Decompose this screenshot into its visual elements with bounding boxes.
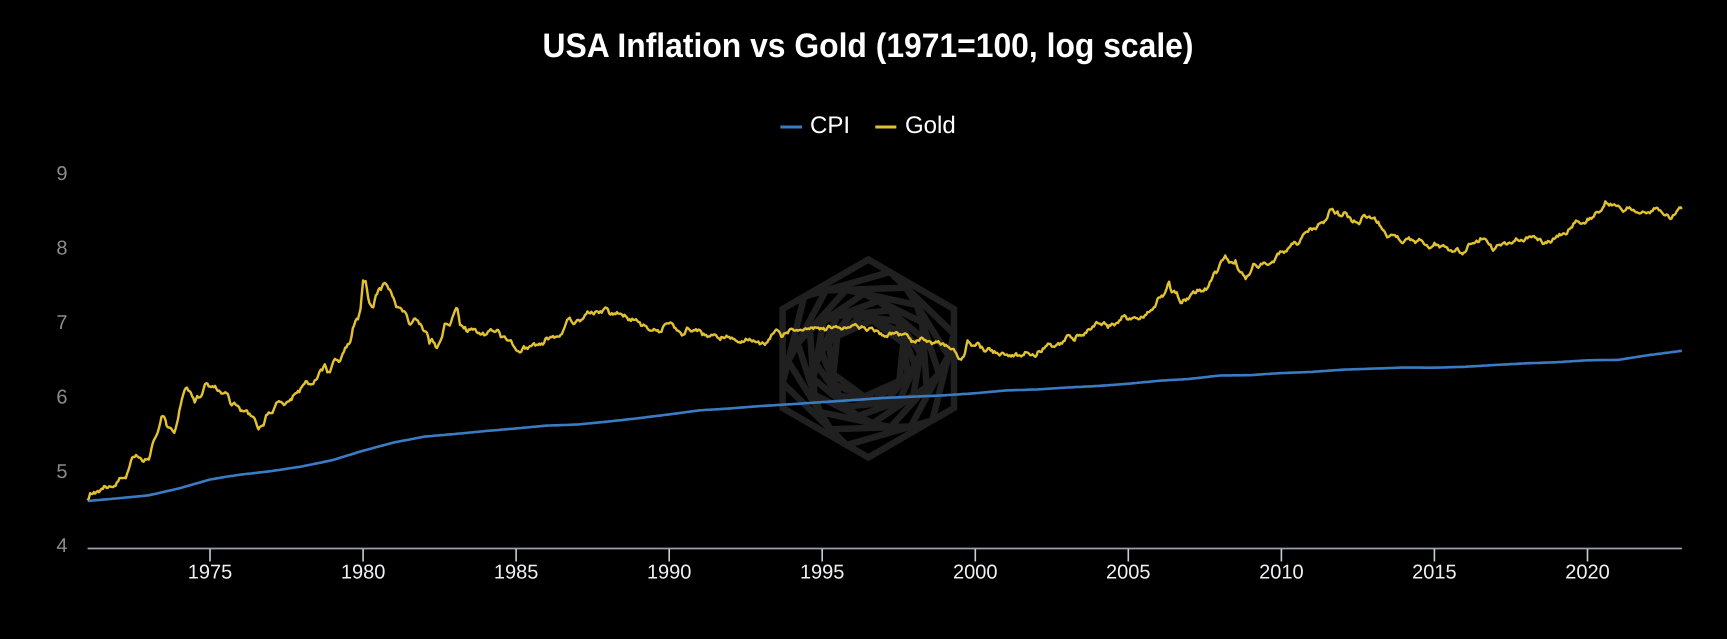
svg-text:CPI: CPI [810, 112, 850, 139]
svg-text:2020: 2020 [1565, 562, 1610, 584]
svg-text:1985: 1985 [494, 562, 539, 584]
svg-text:2000: 2000 [953, 562, 998, 584]
svg-text:Gold: Gold [905, 112, 956, 139]
svg-text:2005: 2005 [1106, 562, 1151, 584]
svg-text:5: 5 [56, 461, 67, 483]
svg-text:7: 7 [56, 312, 67, 334]
svg-text:9: 9 [56, 163, 67, 185]
svg-text:1975: 1975 [188, 562, 233, 584]
svg-text:4: 4 [56, 535, 67, 557]
svg-text:USA Inflation vs Gold (1971=10: USA Inflation vs Gold (1971=100, log sca… [543, 27, 1194, 65]
svg-text:1980: 1980 [341, 562, 386, 584]
svg-text:8: 8 [56, 238, 67, 260]
svg-text:1990: 1990 [647, 562, 692, 584]
svg-text:6: 6 [56, 386, 67, 408]
svg-text:2015: 2015 [1412, 562, 1457, 584]
svg-text:1995: 1995 [800, 562, 845, 584]
svg-text:2010: 2010 [1259, 562, 1304, 584]
